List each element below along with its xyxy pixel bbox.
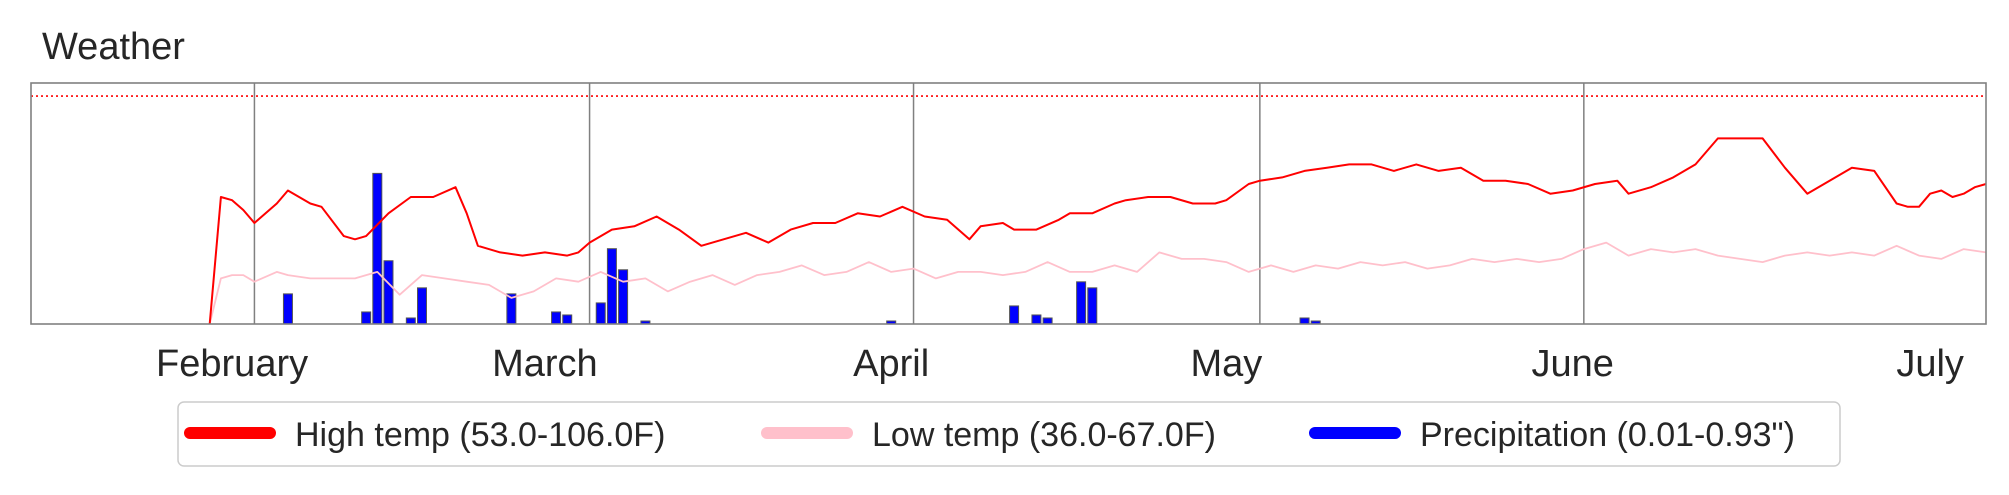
plot-frame <box>30 82 1987 325</box>
precip-bar-17 <box>1042 317 1053 325</box>
precip-bar-4 <box>383 260 394 325</box>
chart-title: Weather <box>42 26 185 68</box>
legend-label-high-temp: High temp (53.0-106.0F) <box>295 416 665 454</box>
plot-background <box>31 83 1986 324</box>
precip-bar-8 <box>551 311 562 325</box>
month-label-june: June <box>1531 343 1613 385</box>
month-label-april: April <box>853 343 929 385</box>
month-labels: February March April May June July <box>156 343 1964 385</box>
precip-bar-1 <box>282 293 293 325</box>
precip-bar-18 <box>1076 281 1087 325</box>
legend-label-precipitation: Precipitation (0.01-0.93") <box>1420 416 1795 454</box>
precip-bar-15 <box>1009 305 1020 325</box>
month-label-march: March <box>492 343 598 385</box>
precip-bar-6 <box>417 287 427 325</box>
precip-bar-5 <box>405 317 416 325</box>
precip-bar-19 <box>1087 287 1098 325</box>
precip-bar-9 <box>562 314 573 325</box>
precip-bar-11 <box>606 248 617 325</box>
low-temp-line <box>208 241 1987 325</box>
precip-bar-20 <box>1299 317 1310 325</box>
legend: High temp (53.0-106.0F) Low temp (36.0-6… <box>177 401 1841 467</box>
month-label-february: February <box>156 343 308 385</box>
legend-frame <box>177 401 1841 467</box>
precip-bar-10 <box>595 302 606 325</box>
precip-bar-12 <box>618 269 629 325</box>
legend-label-low-temp: Low temp (36.0-67.0F) <box>872 416 1216 454</box>
precip-bar-3 <box>372 172 383 325</box>
month-label-july: July <box>1896 343 1964 385</box>
month-label-may: May <box>1190 343 1262 385</box>
high-temp-line <box>208 137 1987 325</box>
plot-area <box>30 82 1987 325</box>
precip-bar-16 <box>1031 314 1042 325</box>
precip-bar-2 <box>361 311 372 325</box>
